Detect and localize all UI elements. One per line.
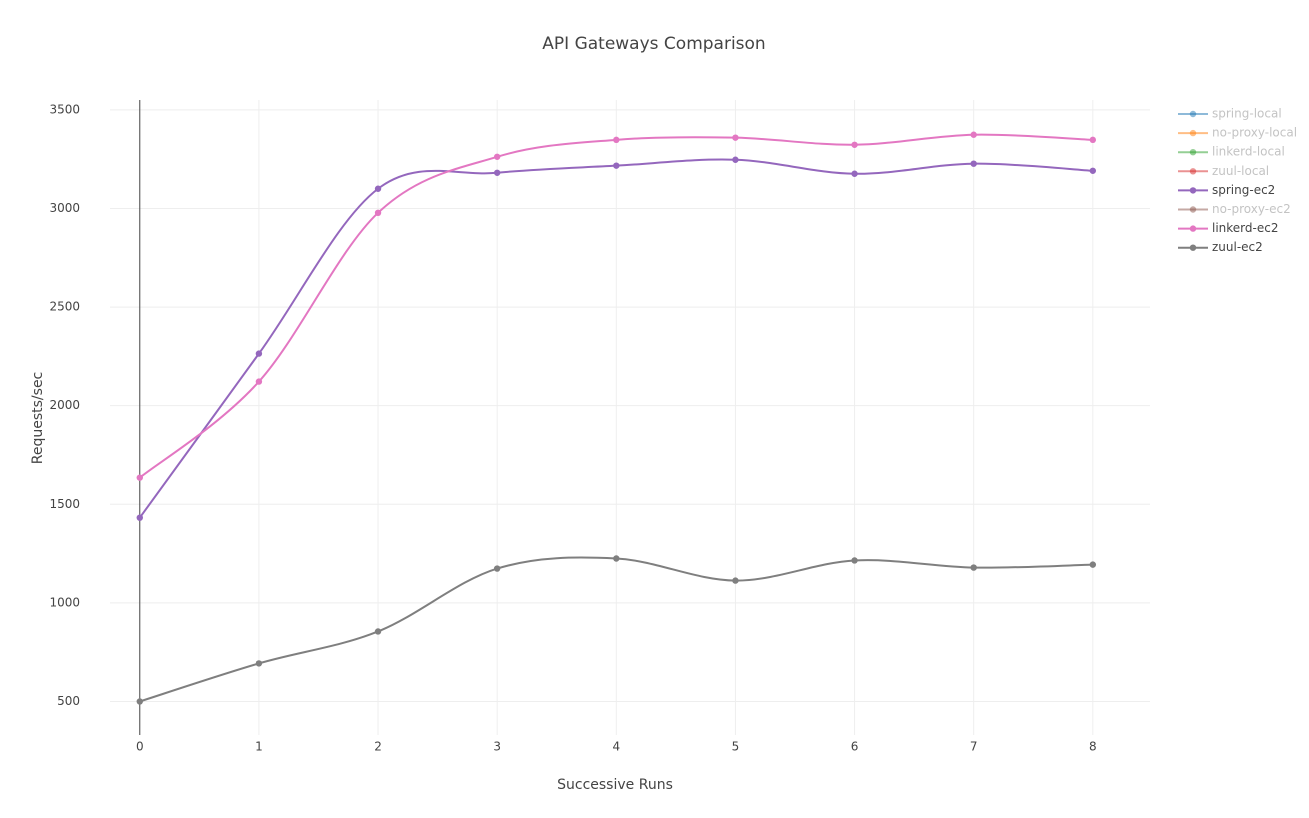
series-marker bbox=[970, 564, 977, 571]
series-marker bbox=[732, 156, 739, 163]
series-marker bbox=[851, 170, 858, 177]
x-tick-label: 0 bbox=[136, 740, 144, 754]
series-line bbox=[139, 133, 1093, 479]
legend-marker[interactable] bbox=[1189, 244, 1197, 251]
series-marker bbox=[732, 577, 739, 584]
series-marker bbox=[732, 134, 739, 141]
y-tick-label: 500 bbox=[57, 694, 80, 708]
series-marker bbox=[136, 474, 143, 481]
series-marker bbox=[851, 557, 858, 564]
y-tick-label: 2000 bbox=[49, 398, 80, 412]
chart-title: API Gateways Comparison bbox=[542, 34, 765, 54]
x-tick-label: 1 bbox=[255, 740, 263, 754]
series-marker bbox=[136, 514, 143, 521]
series-marker bbox=[493, 153, 501, 160]
legend-marker[interactable] bbox=[1189, 149, 1197, 156]
series-marker bbox=[374, 628, 382, 635]
series-marker bbox=[493, 169, 501, 176]
legend-marker[interactable] bbox=[1189, 110, 1197, 118]
series-marker bbox=[1089, 561, 1097, 568]
legend-label[interactable]: no-proxy-local bbox=[1212, 126, 1297, 140]
legend-label[interactable]: spring-local bbox=[1212, 107, 1282, 121]
series-line bbox=[138, 158, 1093, 519]
x-tick-label: 2 bbox=[374, 740, 382, 754]
x-tick-label: 5 bbox=[732, 740, 740, 754]
legend-marker[interactable] bbox=[1189, 168, 1197, 175]
series-marker bbox=[255, 378, 263, 385]
series-marker bbox=[613, 136, 620, 144]
x-tick-label: 3 bbox=[493, 740, 501, 754]
legend-marker[interactable] bbox=[1189, 187, 1197, 194]
legend-label[interactable]: linkerd-local bbox=[1212, 145, 1285, 159]
legend-marker[interactable] bbox=[1189, 225, 1197, 232]
legend-label[interactable]: zuul-ec2 bbox=[1212, 240, 1263, 254]
legend-marker[interactable] bbox=[1189, 206, 1197, 213]
y-tick-label: 1500 bbox=[49, 497, 80, 511]
x-tick-label: 4 bbox=[612, 740, 620, 754]
x-tick-label: 7 bbox=[970, 740, 978, 754]
series-marker bbox=[255, 350, 263, 357]
y-tick-label: 1000 bbox=[49, 595, 80, 609]
series-marker bbox=[493, 565, 501, 572]
y-axis-label: Requests/sec bbox=[30, 372, 46, 464]
y-tick-label: 3500 bbox=[49, 102, 80, 116]
x-axis-label: Successive Runs bbox=[557, 777, 673, 793]
legend-label[interactable]: linkerd-ec2 bbox=[1212, 221, 1278, 235]
series-marker bbox=[613, 162, 620, 169]
legend-label[interactable]: no-proxy-ec2 bbox=[1212, 202, 1291, 216]
series-marker bbox=[374, 185, 382, 192]
legend-label[interactable]: zuul-local bbox=[1212, 164, 1269, 178]
series-marker bbox=[613, 555, 620, 562]
legend-label[interactable]: spring-ec2 bbox=[1212, 183, 1275, 197]
y-tick-label: 3000 bbox=[49, 201, 80, 215]
legend-marker[interactable] bbox=[1189, 129, 1197, 137]
series-marker bbox=[970, 160, 977, 167]
series-marker bbox=[1089, 167, 1097, 174]
series-marker bbox=[136, 698, 143, 705]
series-marker bbox=[255, 660, 263, 667]
series-marker bbox=[1089, 136, 1097, 144]
x-tick-label: 6 bbox=[851, 740, 859, 754]
series-marker bbox=[851, 141, 858, 148]
series-marker bbox=[970, 131, 977, 138]
x-tick-label: 8 bbox=[1089, 740, 1097, 754]
y-tick-label: 2500 bbox=[49, 300, 80, 314]
series-marker bbox=[374, 209, 382, 217]
